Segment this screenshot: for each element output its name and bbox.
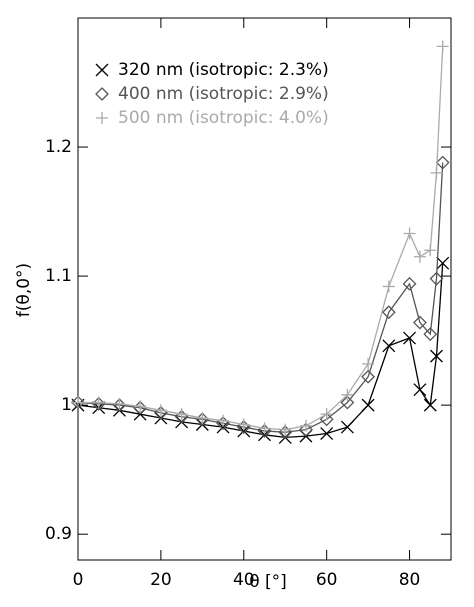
x-tick-label: 60 xyxy=(316,570,338,590)
marker xyxy=(403,331,417,345)
marker xyxy=(435,155,450,170)
y-tick-label: 1.1 xyxy=(45,266,72,286)
marker xyxy=(320,408,333,421)
marker xyxy=(402,276,417,291)
marker xyxy=(430,349,443,363)
marker xyxy=(175,408,188,421)
y-tick-label: 1.2 xyxy=(45,137,72,157)
marker xyxy=(92,396,105,409)
marker xyxy=(381,305,396,320)
x-tick-label: 80 xyxy=(399,570,421,590)
marker xyxy=(403,227,416,240)
marker xyxy=(413,383,427,397)
marker xyxy=(71,395,85,410)
x-tick-label: 40 xyxy=(233,570,255,590)
marker xyxy=(341,388,354,401)
marker xyxy=(217,414,230,427)
marker xyxy=(154,404,167,417)
marker xyxy=(412,315,427,330)
marker xyxy=(299,422,313,437)
marker xyxy=(361,369,376,384)
marker xyxy=(96,112,108,124)
series-line xyxy=(77,162,444,433)
marker xyxy=(320,427,334,440)
y-tick-label: 0.9 xyxy=(45,524,72,544)
marker xyxy=(436,40,449,53)
marker xyxy=(196,412,209,425)
x-axis-label: θ [°] xyxy=(249,572,287,592)
marker xyxy=(95,63,109,77)
marker xyxy=(429,271,444,286)
marker xyxy=(382,339,396,353)
marker xyxy=(382,280,395,293)
marker xyxy=(430,166,443,179)
legend-label: 400 nm (isotropic: 2.9%) xyxy=(118,84,329,104)
legend-label: 500 nm (isotropic: 4.0%) xyxy=(118,108,329,128)
marker xyxy=(299,419,312,432)
marker xyxy=(361,398,375,412)
marker xyxy=(279,423,292,436)
x-tick-label: 0 xyxy=(73,570,84,590)
marker xyxy=(340,420,354,434)
y-tick-label: 1 xyxy=(61,395,72,415)
marker xyxy=(95,87,109,101)
marker xyxy=(258,422,271,435)
marker xyxy=(436,256,450,270)
marker xyxy=(340,395,355,410)
marker xyxy=(319,412,334,427)
y-axis-label: f(θ,0°) xyxy=(14,263,34,317)
plot-frame xyxy=(77,17,452,561)
marker xyxy=(91,396,106,411)
marker xyxy=(362,357,375,370)
marker xyxy=(237,418,250,431)
marker xyxy=(113,397,126,410)
marker xyxy=(423,327,438,342)
marker xyxy=(72,396,84,409)
legend-label: 320 nm (isotropic: 2.3%) xyxy=(118,60,329,80)
marker xyxy=(424,244,437,257)
x-tick-label: 20 xyxy=(150,570,172,590)
marker xyxy=(413,250,426,263)
marker xyxy=(134,400,147,413)
marker xyxy=(423,398,437,412)
